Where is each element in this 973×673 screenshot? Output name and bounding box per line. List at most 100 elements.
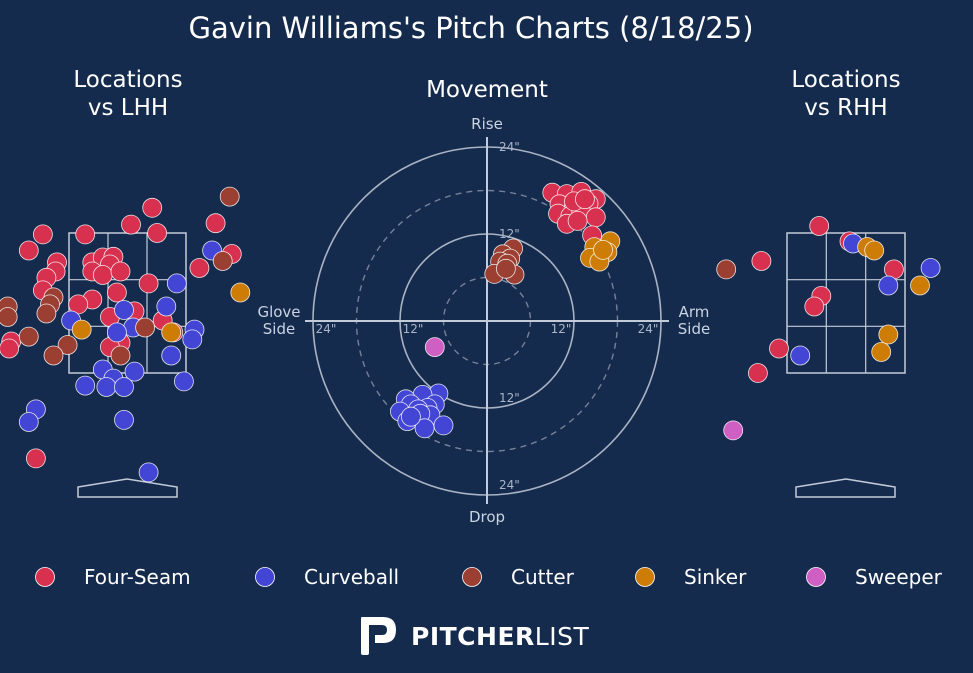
ring-label-left-12: 12" bbox=[403, 322, 424, 336]
lhh-pitch-point bbox=[26, 448, 46, 469]
lhh-pitch-point bbox=[0, 307, 18, 327]
arm-side-label-line-2: Side bbox=[678, 320, 710, 338]
glove-side-label-line-1: Glove bbox=[257, 303, 300, 321]
lhh-pitch-point bbox=[92, 265, 113, 285]
legend-swatch bbox=[806, 567, 826, 587]
lhh-pitch-point bbox=[75, 375, 96, 396]
lhh-pitch-point bbox=[0, 338, 19, 359]
rhh-pitch-point bbox=[809, 216, 830, 236]
rhh-pitch-point bbox=[871, 342, 892, 362]
pitcherlist-brand: PITCHERLIST bbox=[361, 617, 589, 655]
lhh-pitch-point bbox=[110, 345, 131, 366]
glove-side-label-line-2: Side bbox=[263, 320, 295, 338]
lhh-pitch-point bbox=[114, 377, 134, 397]
lhh-pitch-point bbox=[138, 462, 159, 483]
lhh-pitch-point bbox=[75, 224, 96, 245]
rhh-pitch-point bbox=[804, 296, 825, 317]
lhh-pitch-point bbox=[107, 322, 127, 343]
movement-pitch-points bbox=[390, 181, 621, 439]
rhh-title-line-2: vs RHH bbox=[804, 95, 887, 121]
rhh-pitch-point bbox=[790, 345, 811, 366]
legend-label: Cutter bbox=[511, 565, 575, 589]
legend-label: Sweeper bbox=[855, 565, 943, 589]
movement-pitch-point bbox=[567, 210, 588, 231]
lhh-pitch-point bbox=[36, 303, 57, 324]
lhh-pitch-point bbox=[212, 251, 233, 271]
rhh-pitch-point bbox=[910, 275, 930, 296]
lhh-title-line-1: Locations bbox=[73, 67, 182, 93]
movement-pitch-point bbox=[575, 189, 595, 210]
ring-label-top-12: 12" bbox=[499, 227, 520, 241]
rhh-pitch-point bbox=[878, 324, 899, 345]
lhh-pitch-point bbox=[43, 345, 64, 366]
lhh-pitch-point bbox=[147, 223, 168, 243]
rhh-pitch-point bbox=[864, 240, 885, 261]
brand-name-light: LIST bbox=[535, 622, 590, 651]
rhh-pitch-points bbox=[716, 216, 941, 441]
lhh-pitch-point bbox=[71, 319, 92, 340]
lhh-pitch-point bbox=[219, 186, 240, 207]
movement-pitch-point bbox=[585, 207, 606, 228]
lhh-pitch-point bbox=[182, 329, 203, 350]
lhh-pitch-point bbox=[124, 361, 145, 382]
legend-label: Sinker bbox=[684, 565, 747, 589]
chart-title: Gavin Williams's Pitch Charts (8/18/25) bbox=[188, 11, 753, 45]
rhh-pitch-point bbox=[751, 251, 772, 271]
movement-pitch-point bbox=[424, 337, 445, 358]
pitch-type-legend: Four-Seam Curveball Cutter Sinker Sweeper bbox=[35, 565, 943, 589]
rhh-title-line-1: Locations bbox=[791, 67, 900, 93]
lhh-pitch-point bbox=[114, 300, 134, 320]
locations-vs-rhh-panel: Locations vs RHH bbox=[716, 67, 941, 498]
legend-swatch bbox=[462, 567, 482, 587]
rhh-pitch-point bbox=[920, 258, 941, 278]
locations-vs-lhh-panel: Locations vs LHH bbox=[0, 67, 251, 498]
rhh-pitch-point bbox=[723, 420, 744, 441]
legend-item-four-seam: Four-Seam bbox=[35, 565, 191, 589]
legend-swatch bbox=[635, 567, 655, 587]
legend-label: Curveball bbox=[304, 565, 399, 589]
lhh-pitch-point bbox=[189, 258, 210, 278]
movement-ring-labels: 12" 24" 12" 24" 12" 24" 12" 24" bbox=[316, 140, 659, 492]
movement-pitch-point bbox=[593, 239, 613, 260]
lhh-pitch-point bbox=[18, 240, 39, 261]
lhh-pitch-point bbox=[156, 296, 177, 317]
lhh-pitch-point bbox=[138, 273, 159, 294]
ring-label-left-24: 24" bbox=[316, 322, 337, 336]
lhh-pitch-point bbox=[166, 273, 187, 294]
lhh-pitch-point bbox=[161, 345, 182, 366]
rhh-pitch-point bbox=[769, 338, 789, 359]
ring-label-right-12: 12" bbox=[551, 322, 572, 336]
brand-wordmark: PITCHERLIST bbox=[411, 622, 589, 651]
lhh-pitch-point bbox=[33, 224, 53, 245]
rhh-pitch-point bbox=[748, 363, 768, 383]
lhh-pitch-point bbox=[205, 213, 226, 234]
movement-panel: Movement Rise Drop Glove Side Arm Side 1… bbox=[257, 77, 710, 526]
legend-item-sinker: Sinker bbox=[635, 565, 747, 589]
ring-label-bottom-12: 12" bbox=[499, 391, 520, 405]
ring-label-right-24: 24" bbox=[638, 322, 659, 336]
legend-item-cutter: Cutter bbox=[462, 565, 575, 589]
movement-title: Movement bbox=[426, 77, 548, 103]
lhh-title-line-2: vs LHH bbox=[88, 95, 168, 121]
lhh-pitch-points bbox=[0, 186, 251, 483]
legend-label: Four-Seam bbox=[84, 565, 191, 589]
drop-label: Drop bbox=[469, 508, 505, 526]
home-plate-rhh bbox=[795, 478, 896, 498]
lhh-pitch-point bbox=[96, 377, 117, 397]
lhh-pitch-point bbox=[18, 326, 39, 347]
legend-item-curveball: Curveball bbox=[255, 565, 399, 589]
movement-pitch-point bbox=[400, 406, 421, 427]
lhh-pitch-point bbox=[18, 412, 39, 432]
lhh-pitch-point bbox=[121, 214, 141, 235]
legend-swatch bbox=[255, 567, 275, 587]
legend-item-sweeper: Sweeper bbox=[806, 565, 943, 589]
movement-pitch-point bbox=[495, 258, 516, 279]
ring-label-bottom-24: 24" bbox=[499, 478, 520, 492]
rhh-pitch-point bbox=[716, 259, 737, 280]
legend-swatch bbox=[35, 567, 55, 587]
lhh-pitch-point bbox=[161, 322, 182, 343]
lhh-pitch-point bbox=[173, 371, 194, 392]
lhh-pitch-point bbox=[230, 282, 251, 303]
movement-polar-grid bbox=[305, 137, 669, 504]
